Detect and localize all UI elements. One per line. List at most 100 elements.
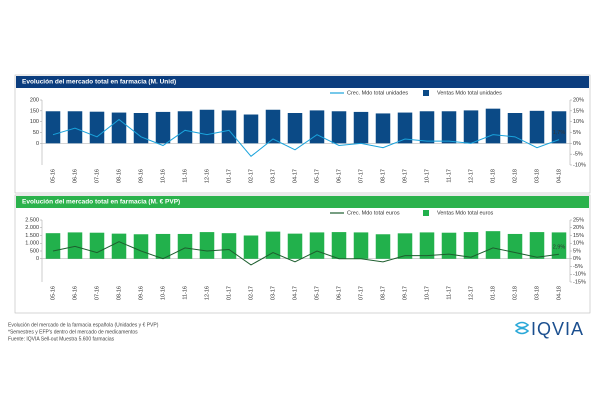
y2-tick-label: -5% [573, 264, 583, 270]
x-tick-label: 10-17 [424, 286, 430, 300]
y2-tick-label: 10% [573, 241, 584, 247]
x-tick-label: 02-18 [512, 169, 518, 183]
x-tick-label: 05-16 [50, 286, 56, 300]
bar [111, 112, 127, 144]
y2-tick-label: 5% [573, 130, 581, 136]
y2-tick-label: 15% [573, 233, 584, 239]
y2-tick-label: 5% [573, 248, 581, 254]
footer-line: Evolución del mercado de la farmacia esp… [8, 322, 159, 328]
y-tick-label: 2.000 [25, 225, 39, 231]
x-tick-label: 02-18 [512, 286, 518, 300]
x-tick-label: 09-16 [138, 169, 144, 183]
y-tick-label: 2.500 [25, 217, 39, 223]
y2-tick-label: 25% [573, 217, 584, 223]
x-tick-label: 04-17 [292, 169, 298, 183]
legend-label: Crec. Mdo total unidades [347, 90, 408, 96]
y-tick-label: 50 [33, 130, 39, 136]
x-tick-label: 11-16 [182, 169, 188, 183]
y2-tick-label: 0% [573, 141, 581, 147]
bar [67, 111, 83, 144]
x-tick-label: 12-16 [204, 169, 210, 183]
x-tick-label: 04-17 [292, 286, 298, 300]
x-tick-label: 02-17 [248, 169, 254, 183]
bar [485, 231, 501, 259]
bar [507, 113, 523, 144]
bar [419, 232, 435, 259]
bar [507, 233, 523, 259]
x-tick-label: 03-17 [270, 169, 276, 183]
x-tick-label: 07-17 [358, 169, 364, 183]
x-tick-label: 01-17 [226, 169, 232, 183]
bar [309, 232, 325, 259]
bar [331, 111, 347, 144]
bar [155, 233, 171, 259]
y2-tick-label: -15% [573, 279, 586, 285]
bar [551, 232, 567, 259]
y2-tick-label: 15% [573, 108, 584, 114]
bar [529, 110, 545, 144]
chart-title: Evolución del mercado total en farmacia … [22, 79, 176, 86]
x-tick-label: 05-17 [314, 286, 320, 300]
bar [287, 233, 303, 259]
bar [397, 233, 413, 259]
y2-tick-label: -5% [573, 152, 583, 158]
line [52, 118, 560, 158]
bar [441, 232, 457, 259]
x-tick-label: 11-16 [182, 286, 188, 300]
legend-label: Crec. Mdo total euros [347, 210, 400, 216]
x-tick-label: 12-16 [204, 286, 210, 300]
bar [199, 109, 215, 144]
x-tick-label: 06-17 [336, 169, 342, 183]
bar [133, 113, 149, 144]
bar [111, 233, 127, 259]
x-tick-label: 09-17 [402, 169, 408, 183]
y2-tick-label: 0% [573, 256, 581, 262]
x-tick-label: 02-17 [248, 286, 254, 300]
bar [353, 232, 369, 259]
x-tick-label: 04-18 [556, 169, 562, 183]
bar [485, 108, 501, 144]
x-tick-label: 06-17 [336, 286, 342, 300]
x-tick-label: 03-18 [534, 286, 540, 300]
header-bar [16, 196, 589, 208]
y-tick-label: 0 [36, 256, 39, 262]
bar [243, 235, 259, 259]
y-tick-label: 1.000 [25, 241, 39, 247]
y2-tick-label: 20% [573, 97, 584, 103]
legend-label: Ventas Mdo total euros [437, 210, 494, 216]
x-tick-label: 09-16 [138, 286, 144, 300]
bar [441, 111, 457, 144]
x-tick-label: 03-18 [534, 169, 540, 183]
y-tick-label: 150 [30, 108, 39, 114]
x-tick-label: 07-16 [94, 169, 100, 183]
bar [133, 234, 149, 259]
footer-line: *Semestres y EFP's dentro del mercado de… [8, 329, 138, 335]
bar [375, 234, 391, 259]
x-tick-label: 07-17 [358, 286, 364, 300]
x-tick-label: 05-17 [314, 169, 320, 183]
logo: IQVIA [531, 319, 584, 339]
bar [287, 113, 303, 144]
x-tick-label: 01-17 [226, 286, 232, 300]
y-tick-label: 1.500 [25, 233, 39, 239]
x-tick-label: 08-17 [380, 169, 386, 183]
bar [89, 232, 105, 259]
bar [265, 109, 281, 144]
x-tick-label: 08-16 [116, 169, 122, 183]
y2-tick-label: 20% [573, 225, 584, 231]
header-bar [16, 76, 589, 88]
x-tick-label: 05-16 [50, 169, 56, 183]
line [52, 241, 560, 266]
y-tick-label: 200 [30, 97, 39, 103]
legend-label: Ventas Mdo total unidades [437, 90, 502, 96]
x-tick-label: 11-17 [446, 286, 452, 300]
x-tick-label: 06-16 [72, 169, 78, 183]
bar [463, 232, 479, 259]
y-tick-label: 500 [30, 248, 39, 254]
bar [221, 110, 237, 144]
bar [309, 110, 325, 144]
bar [155, 111, 171, 144]
x-tick-label: 08-16 [116, 286, 122, 300]
bar [67, 232, 83, 259]
